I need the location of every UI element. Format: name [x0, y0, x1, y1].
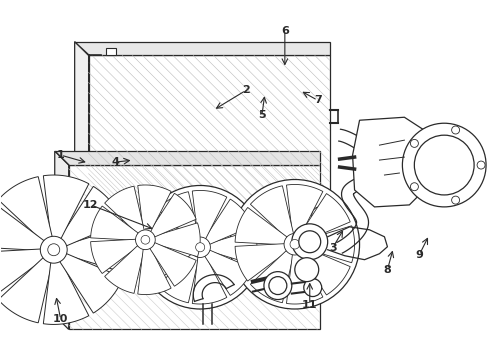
Polygon shape: [144, 247, 193, 282]
Circle shape: [48, 244, 60, 256]
Circle shape: [402, 123, 486, 207]
Polygon shape: [60, 254, 123, 313]
Circle shape: [290, 239, 299, 249]
Bar: [89, 55, 330, 235]
Text: 6: 6: [281, 26, 289, 36]
Polygon shape: [287, 184, 323, 235]
Circle shape: [269, 276, 287, 294]
Circle shape: [40, 236, 67, 263]
Polygon shape: [205, 250, 253, 296]
Circle shape: [299, 231, 321, 253]
Polygon shape: [192, 190, 227, 239]
Polygon shape: [55, 151, 69, 329]
Circle shape: [230, 180, 360, 309]
Circle shape: [136, 230, 155, 249]
Text: 4: 4: [112, 157, 120, 167]
Polygon shape: [158, 253, 199, 303]
Circle shape: [415, 135, 474, 195]
Polygon shape: [55, 151, 319, 165]
Circle shape: [138, 185, 262, 309]
Polygon shape: [154, 223, 200, 257]
Circle shape: [304, 279, 322, 297]
Circle shape: [295, 258, 319, 282]
Polygon shape: [43, 175, 89, 238]
Polygon shape: [353, 117, 432, 207]
Text: 5: 5: [258, 110, 266, 120]
Polygon shape: [235, 207, 287, 245]
Polygon shape: [66, 227, 128, 273]
Text: 9: 9: [416, 250, 423, 260]
Circle shape: [264, 272, 292, 300]
Polygon shape: [192, 256, 227, 304]
Polygon shape: [138, 248, 171, 294]
Circle shape: [411, 139, 418, 147]
Polygon shape: [105, 186, 144, 234]
Text: 7: 7: [314, 95, 321, 105]
Text: 1: 1: [57, 150, 65, 160]
Text: 2: 2: [242, 85, 250, 95]
Polygon shape: [235, 244, 287, 281]
Polygon shape: [91, 239, 138, 274]
Polygon shape: [0, 177, 52, 242]
Text: 12: 12: [83, 200, 98, 210]
Text: 8: 8: [384, 265, 392, 275]
Polygon shape: [60, 186, 123, 246]
Polygon shape: [158, 192, 199, 241]
Polygon shape: [74, 41, 330, 55]
Circle shape: [292, 224, 328, 260]
Polygon shape: [138, 185, 171, 231]
Polygon shape: [150, 193, 196, 237]
Polygon shape: [150, 243, 196, 286]
Polygon shape: [300, 194, 350, 241]
Circle shape: [196, 243, 205, 252]
Circle shape: [411, 183, 418, 191]
Circle shape: [477, 161, 485, 169]
Polygon shape: [69, 165, 319, 329]
Polygon shape: [89, 55, 330, 235]
Polygon shape: [0, 204, 44, 251]
Circle shape: [141, 235, 150, 244]
Polygon shape: [287, 253, 323, 304]
Circle shape: [190, 237, 210, 257]
Circle shape: [452, 126, 460, 134]
Polygon shape: [0, 249, 44, 296]
Text: 3: 3: [329, 243, 337, 253]
Circle shape: [284, 234, 306, 255]
Text: 11: 11: [302, 300, 318, 310]
Polygon shape: [210, 230, 257, 265]
Polygon shape: [91, 206, 138, 240]
Polygon shape: [0, 258, 52, 323]
Polygon shape: [43, 261, 89, 324]
Bar: [105, 48, 116, 55]
Polygon shape: [250, 251, 294, 303]
Polygon shape: [105, 246, 144, 293]
Polygon shape: [300, 247, 350, 295]
Polygon shape: [305, 226, 355, 263]
Polygon shape: [144, 212, 193, 248]
Polygon shape: [250, 186, 294, 238]
Polygon shape: [74, 41, 89, 235]
Circle shape: [312, 207, 328, 223]
Text: 10: 10: [53, 314, 69, 324]
Polygon shape: [205, 199, 253, 244]
Circle shape: [452, 196, 460, 204]
